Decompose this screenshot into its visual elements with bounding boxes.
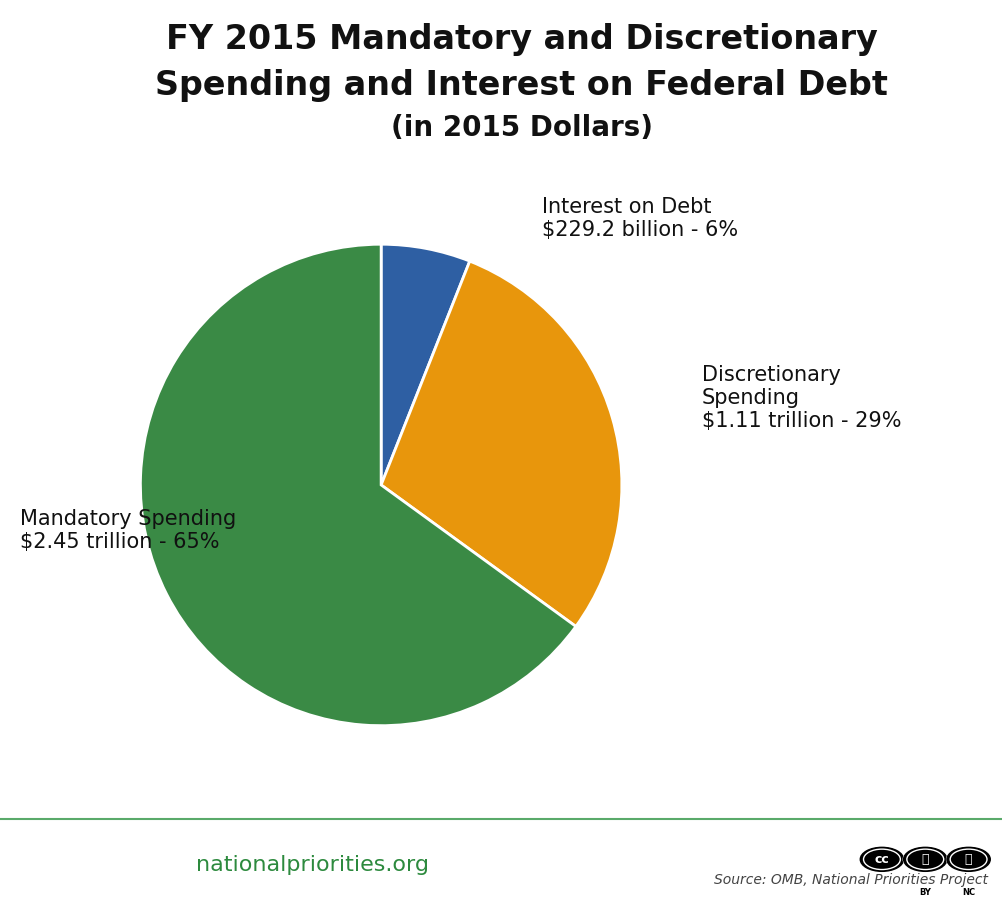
Circle shape — [946, 847, 989, 871]
Text: ⃂: ⃂ — [964, 853, 971, 866]
Text: Spending and Interest on Federal Debt: Spending and Interest on Federal Debt — [155, 69, 887, 102]
Wedge shape — [140, 244, 575, 726]
Text: Mandatory Spending
$2.45 trillion - 65%: Mandatory Spending $2.45 trillion - 65% — [20, 509, 236, 553]
Text: (in 2015 Dollars): (in 2015 Dollars) — [390, 114, 652, 143]
Text: Source: OMB, National Priorities Project: Source: OMB, National Priorities Project — [713, 873, 987, 888]
Text: nationalpriorities.org: nationalpriorities.org — [195, 855, 428, 875]
Text: Discretionary
Spending
$1.11 trillion - 29%: Discretionary Spending $1.11 trillion - … — [701, 365, 901, 431]
Text: cc: cc — [874, 853, 889, 866]
Text: PRIORITIES: PRIORITIES — [14, 854, 171, 877]
Wedge shape — [381, 244, 469, 485]
Text: NC: NC — [961, 888, 974, 897]
Wedge shape — [381, 261, 621, 627]
Text: FY 2015 Mandatory and Discretionary: FY 2015 Mandatory and Discretionary — [165, 23, 877, 56]
Circle shape — [903, 847, 946, 871]
Text: NATIONAL: NATIONAL — [19, 834, 70, 843]
Text: ⓘ: ⓘ — [921, 853, 928, 866]
Circle shape — [860, 847, 903, 871]
Text: PROJECT: PROJECT — [110, 888, 154, 897]
Text: Interest on Debt
$229.2 billion - 6%: Interest on Debt $229.2 billion - 6% — [541, 197, 737, 240]
Text: BY: BY — [919, 888, 930, 897]
